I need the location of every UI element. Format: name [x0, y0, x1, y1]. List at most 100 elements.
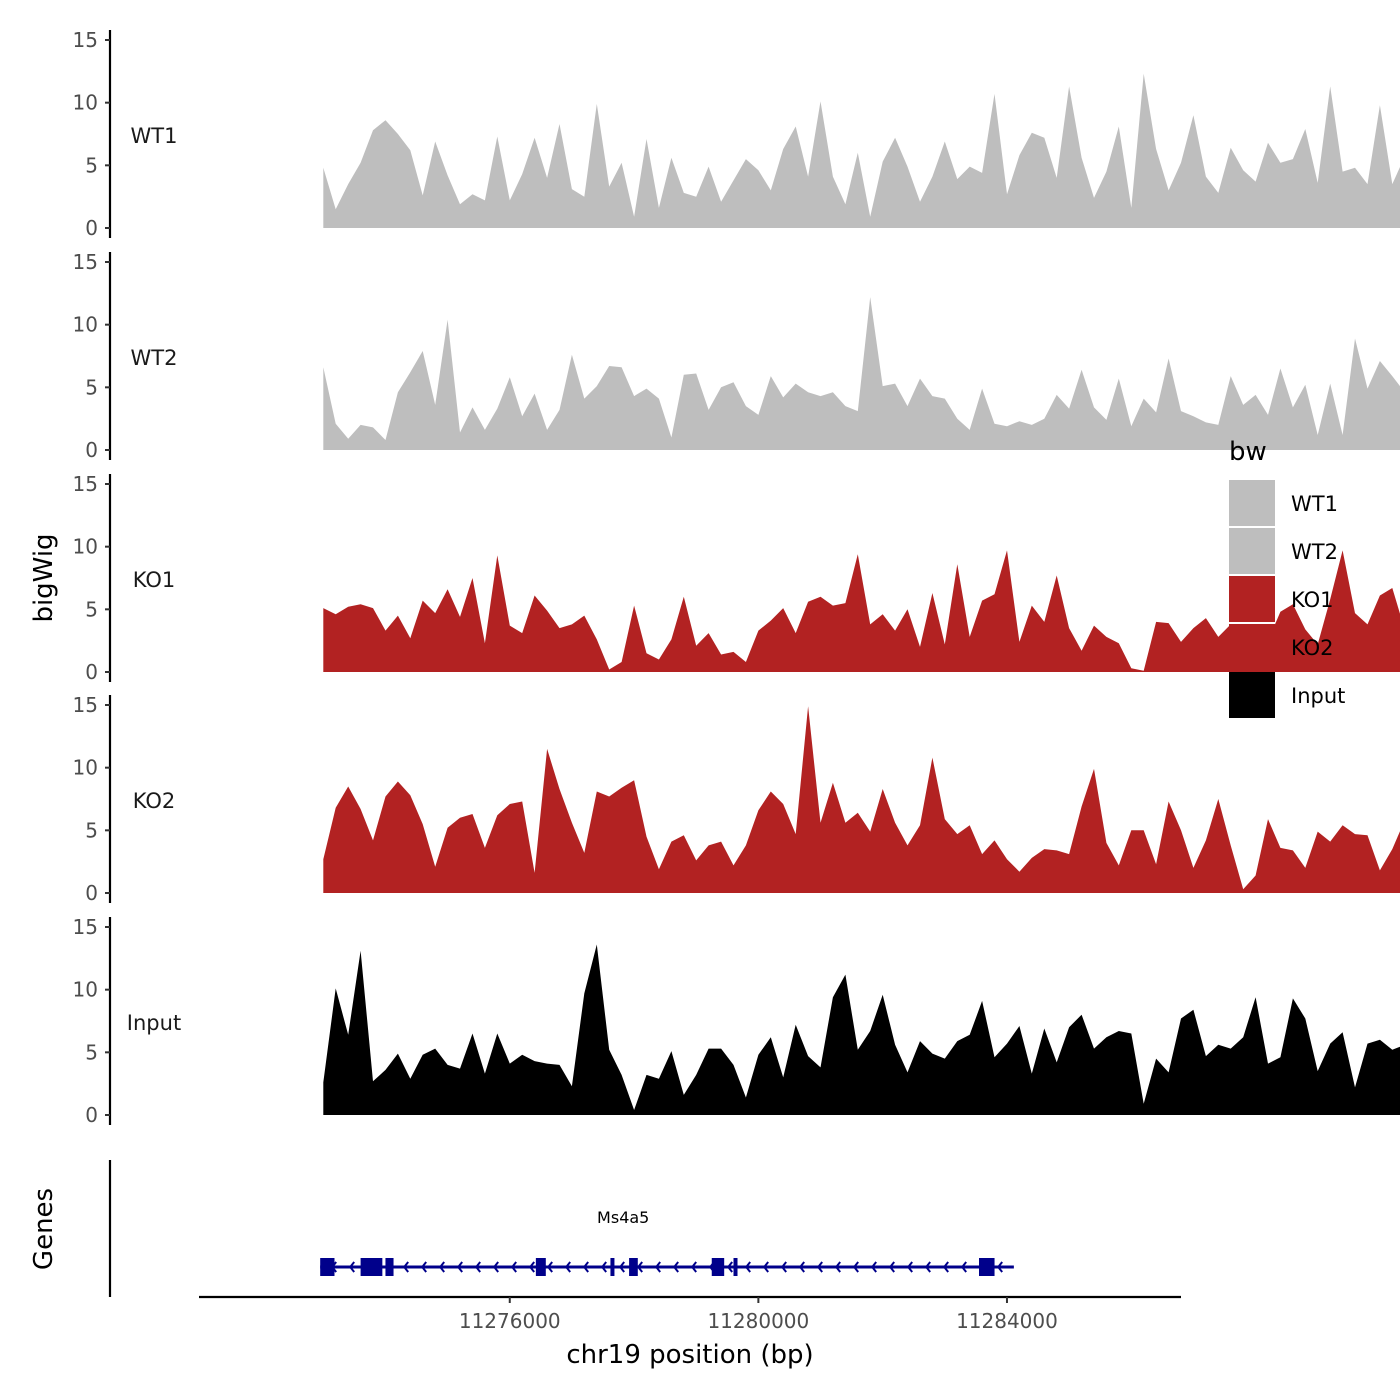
area-wt2	[323, 297, 1400, 450]
exon	[320, 1258, 335, 1276]
legend-label-wt2: WT2	[1291, 540, 1338, 564]
strand-arrow	[582, 1261, 589, 1273]
exon	[535, 1258, 546, 1276]
y-axis-title: bigWig	[29, 533, 59, 622]
y-tick-label: 5	[85, 375, 98, 399]
legend-swatch-input	[1229, 672, 1275, 718]
legend-label-ko1: KO1	[1291, 588, 1334, 612]
y-tick-label: 0	[85, 1103, 98, 1127]
track-wt1: 0 5 10 15 WT1	[73, 28, 1400, 240]
strand-arrow	[744, 1261, 751, 1273]
strand-arrow	[672, 1261, 679, 1273]
gene-track-label: Genes	[29, 1188, 59, 1270]
strand-arrow	[924, 1261, 931, 1273]
y-tick-label: 5	[85, 818, 98, 842]
legend-swatch-wt1	[1229, 480, 1275, 526]
y-tick-label: 15	[73, 915, 98, 939]
strand-arrow	[834, 1261, 841, 1273]
strand-arrow	[510, 1261, 517, 1273]
legend: bw WT1 WT2 KO1 KO2 Input	[1229, 437, 1345, 718]
strand-arrow	[762, 1261, 769, 1273]
track-ko1: 0 5 10 15 KO1	[73, 472, 1400, 684]
y-tick-label: 15	[73, 28, 98, 52]
area-input	[323, 944, 1400, 1115]
strand-arrow	[438, 1261, 445, 1273]
strand-arrow	[780, 1261, 787, 1273]
exon	[711, 1258, 725, 1276]
strand-arrow	[870, 1261, 877, 1273]
exon	[610, 1258, 615, 1276]
y-tick-label: 10	[73, 756, 98, 780]
x-tick-label: 11276000	[459, 1309, 561, 1333]
x-tick-label: 11284000	[956, 1309, 1058, 1333]
strand-arrow	[456, 1261, 463, 1273]
gene-name-label: Ms4a5	[597, 1208, 649, 1227]
legend-title: bw	[1229, 437, 1267, 467]
strand-arrow	[474, 1261, 481, 1273]
track-ko2: 0 5 10 15 KO2	[73, 693, 1400, 905]
track-wt2: 0 5 10 15 WT2	[73, 250, 1400, 462]
track-label-wt2: WT2	[131, 346, 178, 370]
strand-arrow	[816, 1261, 823, 1273]
strand-arrow	[348, 1261, 355, 1273]
y-tick-label: 10	[73, 313, 98, 337]
exon	[733, 1258, 738, 1276]
strand-arrow	[600, 1261, 607, 1273]
strand-arrow	[654, 1261, 661, 1273]
legend-label-ko2: KO2	[1291, 636, 1334, 660]
strand-arrow	[420, 1261, 427, 1273]
y-tick-label: 10	[73, 535, 98, 559]
exon	[629, 1258, 638, 1276]
track-label-ko2: KO2	[133, 789, 176, 813]
gene-track: Genes Ms4a5	[29, 1160, 1014, 1297]
y-tick-label: 10	[73, 978, 98, 1002]
y-tick-label: 15	[73, 472, 98, 496]
legend-label-input: Input	[1291, 684, 1345, 708]
strand-arrow	[546, 1261, 553, 1273]
y-tick-label: 5	[85, 597, 98, 621]
legend-label-wt1: WT1	[1291, 492, 1338, 516]
legend-swatch-wt2	[1229, 528, 1275, 574]
strand-arrow	[888, 1261, 895, 1273]
strand-arrow	[564, 1261, 571, 1273]
y-tick-label: 15	[73, 693, 98, 717]
area-wt1	[323, 73, 1400, 228]
strand-arrow	[618, 1261, 625, 1273]
strand-arrow	[492, 1261, 499, 1273]
track-input: 0 5 10 15 Input	[73, 915, 1400, 1127]
strand-arrow	[906, 1261, 913, 1273]
exon	[385, 1258, 394, 1276]
strand-arrow	[726, 1261, 733, 1273]
y-tick-label: 5	[85, 1040, 98, 1064]
y-tick-label: 15	[73, 250, 98, 274]
y-tick-label: 0	[85, 881, 98, 905]
y-tick-label: 0	[85, 438, 98, 462]
strand-arrow	[690, 1261, 697, 1273]
strand-arrow	[402, 1261, 409, 1273]
strand-arrow	[528, 1261, 535, 1273]
x-axis-title: chr19 position (bp)	[566, 1340, 813, 1370]
track-label-ko1: KO1	[133, 568, 176, 592]
area-ko1	[323, 550, 1400, 672]
y-tick-label: 5	[85, 153, 98, 177]
area-ko2	[323, 706, 1400, 893]
y-tick-label: 0	[85, 660, 98, 684]
strand-arrow	[798, 1261, 805, 1273]
y-tick-label: 10	[73, 91, 98, 115]
strand-arrow	[852, 1261, 859, 1273]
track-label-wt1: WT1	[131, 124, 178, 148]
strand-arrow	[636, 1261, 643, 1273]
legend-swatch-ko2	[1229, 624, 1275, 670]
legend-swatch-ko1	[1229, 576, 1275, 622]
y-tick-label: 0	[85, 216, 98, 240]
strand-arrow	[942, 1261, 949, 1273]
strand-arrow	[960, 1261, 967, 1273]
strand-arrow	[996, 1261, 1003, 1273]
track-label-input: Input	[127, 1011, 181, 1035]
x-axis: 11276000 11280000 11284000	[199, 1295, 1181, 1333]
exon	[979, 1258, 995, 1276]
exon	[360, 1258, 383, 1276]
bigwig-tracks: 0 5 10 15 WT1 0 5 10 15 WT2 0 5 10 15 KO1 0 5 10 15 KO2 0 5 10…	[73, 28, 1400, 1127]
x-tick-label: 11280000	[707, 1309, 809, 1333]
